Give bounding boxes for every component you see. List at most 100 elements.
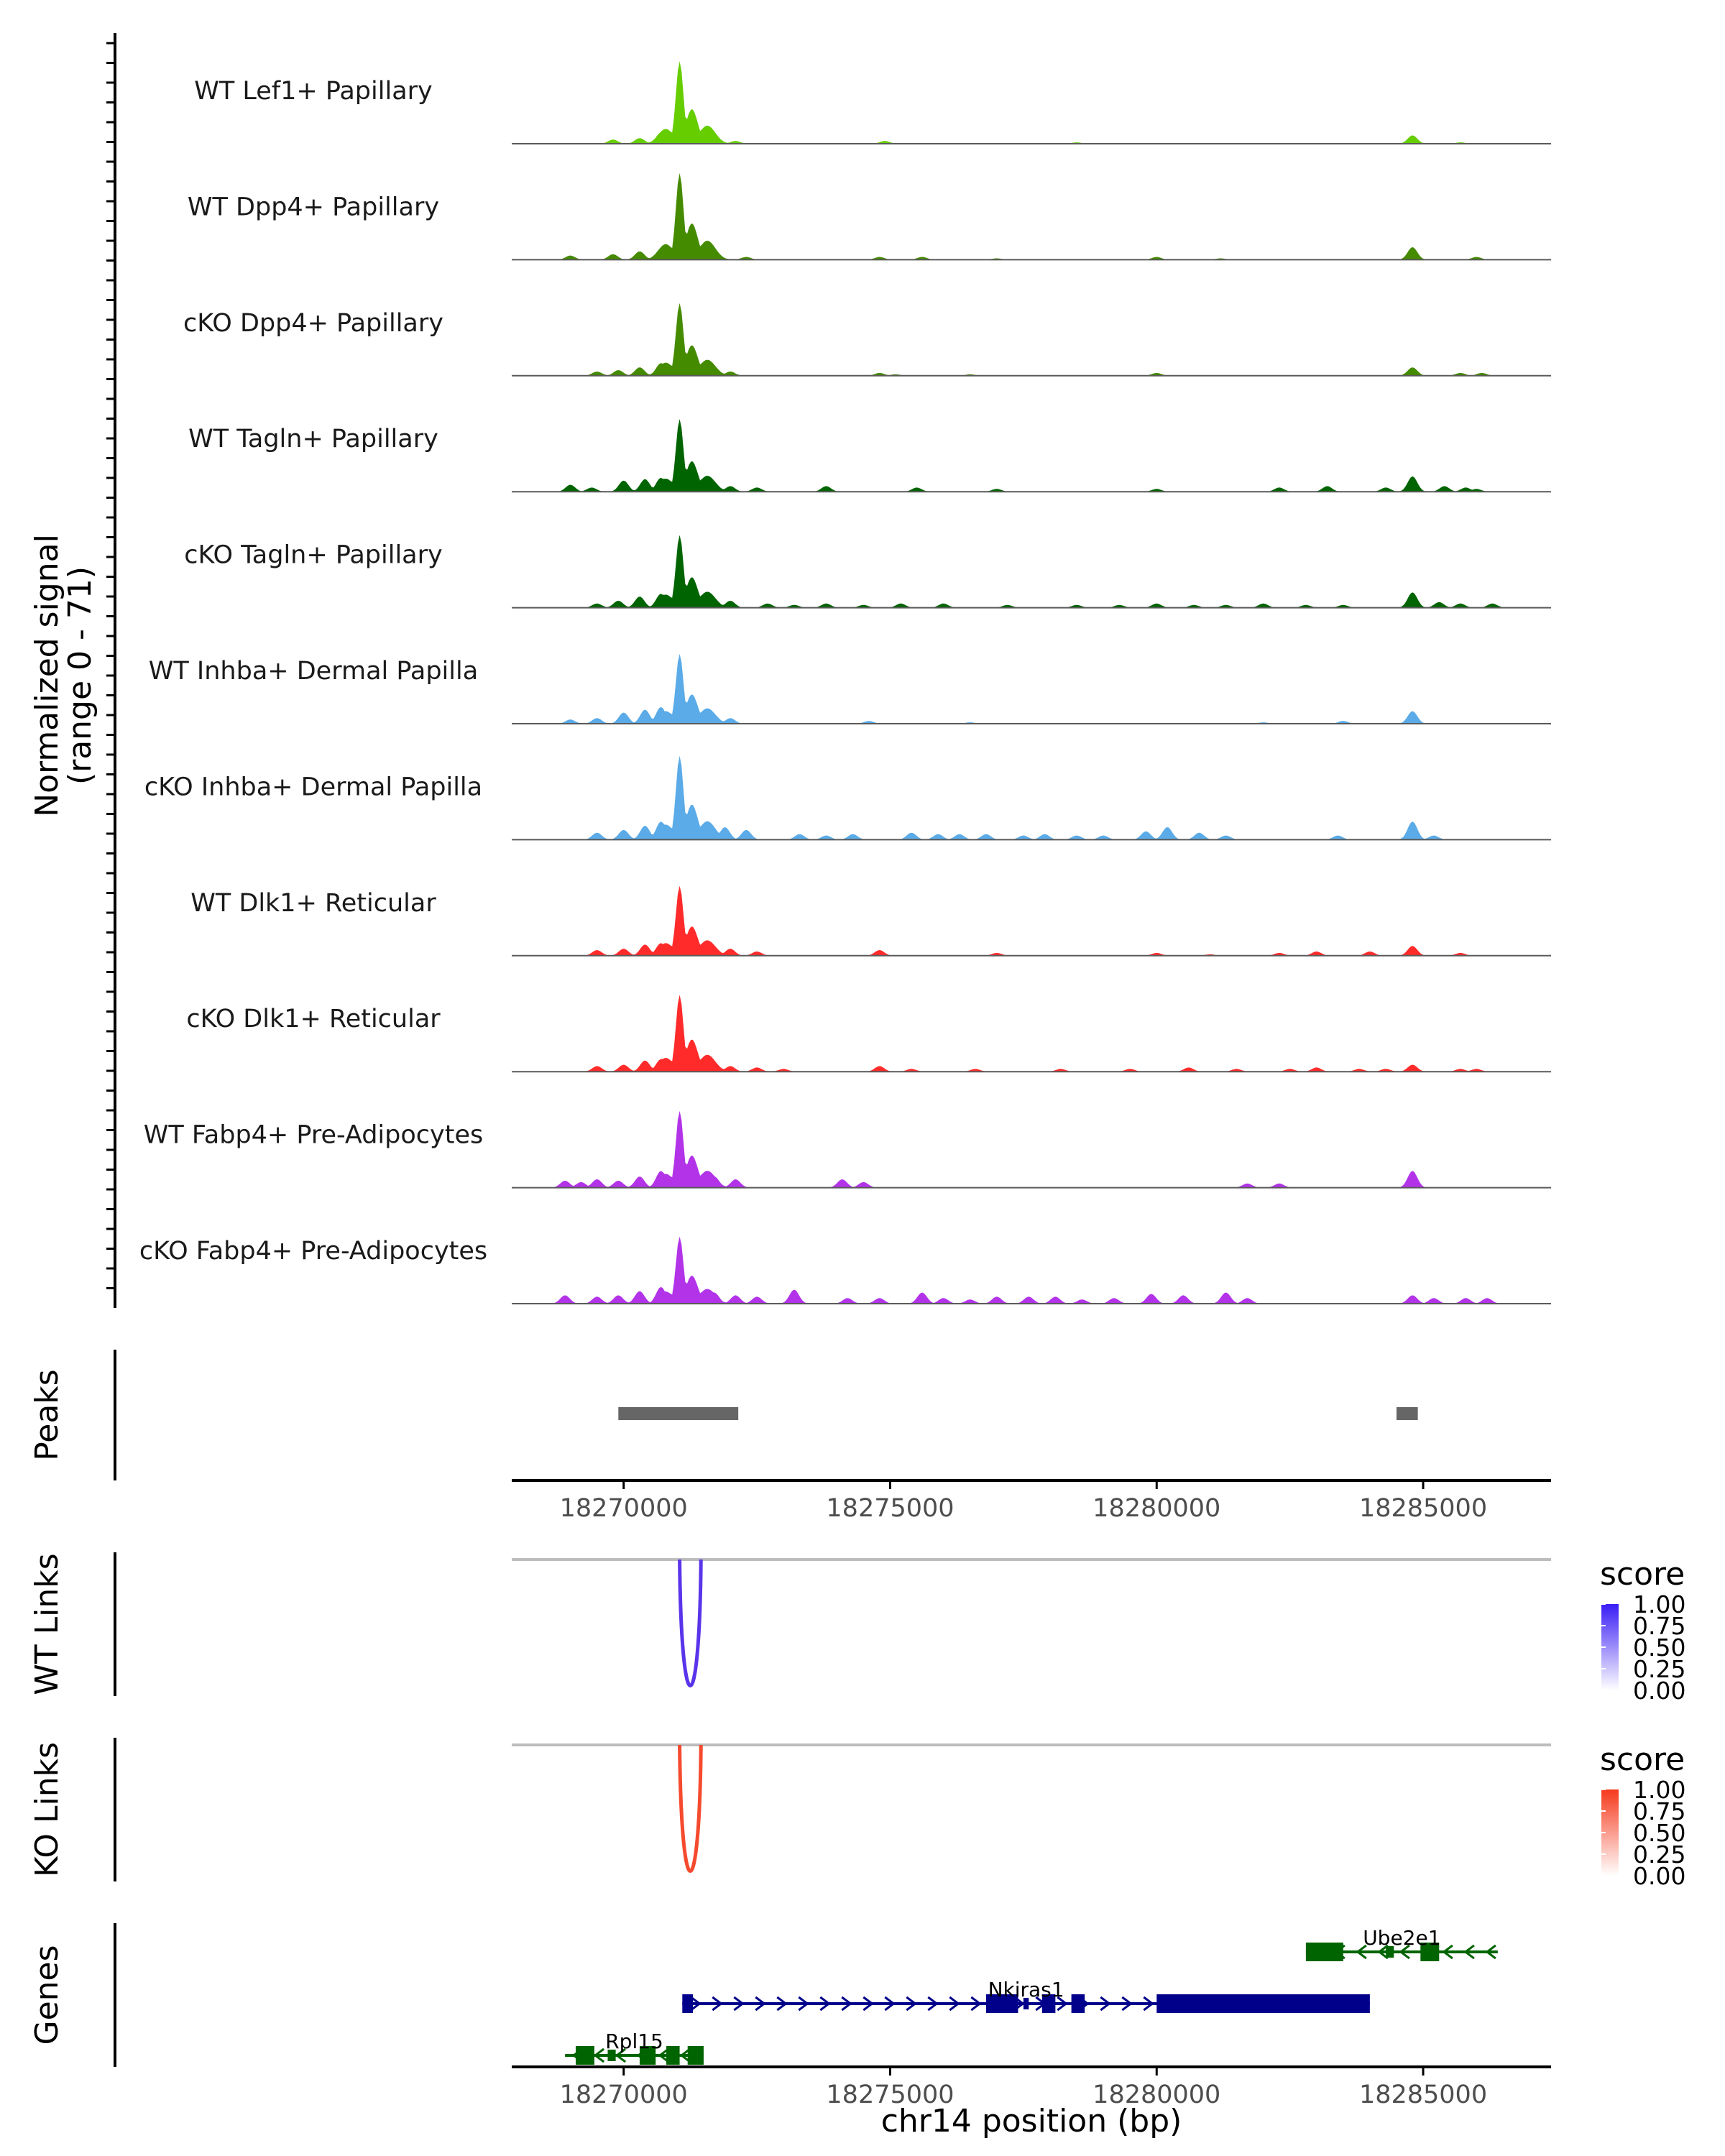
strand-arrow <box>679 2047 691 2063</box>
gene-exon <box>1305 1943 1343 1961</box>
strand-arrow <box>1057 1996 1068 2012</box>
track-cko-tagln-papillary: cKO Tagln+ Papillary <box>184 535 1551 609</box>
x-tick-label: 18270000 <box>560 1494 688 1523</box>
x-tick-label: 18275000 <box>826 1494 954 1523</box>
x-tick-label: 18285000 <box>1359 1494 1487 1523</box>
coverage-y-ticks <box>106 42 115 1289</box>
track-wt-lef1-papillary: WT Lef1+ Papillary <box>194 61 1551 144</box>
gene-models: Ube2e1 Nkiras1 Rpl15 <box>565 1926 1498 2065</box>
ko-links-panel: KO Links score 1.000.750.500.250.00 <box>29 1738 1685 1890</box>
x-tick-label: 18285000 <box>1359 2081 1487 2109</box>
legend-tick-label: 1.00 <box>1633 1776 1685 1804</box>
ko-links-legend: score 1.000.750.500.250.00 <box>1600 1741 1685 1890</box>
legend-tick-label: 0.00 <box>1633 1862 1685 1890</box>
legend-tick-label: 1.00 <box>1633 1590 1685 1618</box>
track-wt-inhba-dermal-papilla: WT Inhba+ Dermal Papilla <box>149 653 1551 724</box>
track-label: WT Tagln+ Papillary <box>188 425 438 453</box>
peak-region <box>618 1407 739 1420</box>
gene-label: Nkiras1 <box>988 1978 1064 2001</box>
strand-arrow <box>884 1996 896 2012</box>
track-signal-area <box>512 419 1551 492</box>
strand-arrow <box>733 1996 745 2012</box>
genes-panel: Genes Ube2e1 Nkiras1 Rpl15 18270000 1827500… <box>29 1923 1551 2139</box>
gene-label: Ube2e1 <box>1363 1926 1440 1950</box>
wt-links-legend: score 1.000.750.500.250.00 <box>1600 1556 1685 1705</box>
track-cko-fabp4-pre-adipocytes: cKO Fabp4+ Pre-Adipocytes <box>139 1236 1551 1304</box>
gene-exon <box>666 2046 680 2065</box>
track-label: WT Lef1+ Papillary <box>194 77 433 106</box>
coverage-tracks: WT Lef1+ Papillary WT Dpp4+ Papillary cKO … <box>139 61 1551 1304</box>
x-axis-title: chr14 position (bp) <box>881 2103 1182 2139</box>
gene-exon <box>639 2046 656 2065</box>
strand-arrow <box>712 1996 723 2012</box>
peak-regions <box>618 1407 1418 1420</box>
ko-legend-ticks: 1.000.750.500.250.00 <box>1601 1776 1685 1890</box>
track-wt-tagln-papillary: WT Tagln+ Papillary <box>188 419 1551 493</box>
track-signal-area <box>512 995 1551 1072</box>
track-signal-area <box>512 303 1551 376</box>
track-label: WT Fabp4+ Pre-Adipocytes <box>144 1121 483 1150</box>
ko-legend-title: score <box>1600 1741 1685 1778</box>
strand-arrow <box>970 1996 982 2012</box>
track-signal-area <box>512 1110 1551 1188</box>
gene-exon <box>1071 1994 1085 2013</box>
strand-arrow <box>593 2047 605 2063</box>
wt-legend-title: score <box>1600 1556 1685 1593</box>
track-wt-dlk1-reticular: WT Dlk1+ Reticular <box>190 885 1551 957</box>
legend-tick-label: 0.75 <box>1633 1612 1685 1640</box>
gene-exon <box>985 1994 1018 2013</box>
gene-exon <box>1041 1994 1056 2013</box>
track-label: cKO Dpp4+ Papillary <box>183 309 443 338</box>
track-label: cKO Fabp4+ Pre-Adipocytes <box>139 1237 487 1266</box>
track-cko-inhba-dermal-papilla: cKO Inhba+ Dermal Papilla <box>144 755 1551 841</box>
strand-arrow <box>819 1996 831 2012</box>
strand-arrow <box>862 1996 874 2012</box>
track-label: WT Inhba+ Dermal Papilla <box>149 657 478 686</box>
track-label: cKO Inhba+ Dermal Papilla <box>144 773 482 801</box>
strand-arrow <box>906 1996 917 2012</box>
strand-arrow <box>1442 1944 1453 1960</box>
strand-arrow <box>1143 1996 1154 2012</box>
track-signal-area <box>512 653 1551 724</box>
gene-exon <box>1420 1943 1440 1961</box>
strand-arrow <box>776 1996 788 2012</box>
strand-arrow <box>1100 1996 1111 2012</box>
strand-arrow <box>658 2047 670 2063</box>
gene-ube2e1: Ube2e1 <box>1305 1926 1498 1961</box>
peak-region <box>1396 1407 1418 1420</box>
coverage-panel: Normalized signal (range 0 - 71) WT Lef1… <box>29 33 1551 1308</box>
strand-arrow <box>841 1996 852 2012</box>
legend-tick-label: 0.00 <box>1633 1677 1685 1705</box>
track-signal-area <box>512 755 1551 840</box>
legend-tick-label: 0.50 <box>1633 1634 1685 1662</box>
x-tick-label: 18280000 <box>1092 2081 1220 2109</box>
strand-arrow <box>690 1996 702 2012</box>
legend-tick-label: 0.75 <box>1633 1797 1685 1825</box>
strand-arrow <box>1399 1944 1410 1960</box>
wt-links-y-axis-label: WT Links <box>29 1553 65 1695</box>
peaks-y-axis-label: Peaks <box>29 1369 65 1460</box>
track-label: cKO Tagln+ Papillary <box>184 541 443 570</box>
strand-arrow <box>1121 1996 1133 2012</box>
gene-label: Rpl15 <box>605 2030 663 2053</box>
gene-exon <box>682 1994 694 2013</box>
track-label: WT Dlk1+ Reticular <box>190 889 436 918</box>
genes-y-axis-label: Genes <box>29 1945 65 2045</box>
strand-arrow <box>1356 1944 1367 1960</box>
track-signal-area <box>512 1236 1551 1304</box>
legend-tick-label: 0.25 <box>1633 1841 1685 1869</box>
track-label: WT Dpp4+ Papillary <box>188 193 439 221</box>
track-signal-area <box>512 535 1551 608</box>
gene-exon <box>1386 1946 1394 1958</box>
coverage-y-axis-label: Normalized signal <box>29 534 65 817</box>
strand-arrow <box>949 1996 960 2012</box>
strand-arrow <box>615 2047 627 2063</box>
track-signal-area <box>512 885 1551 956</box>
gene-rpl15: Rpl15 <box>565 2030 704 2065</box>
strand-arrow <box>1377 1944 1389 1960</box>
track-wt-fabp4-pre-adipocytes: WT Fabp4+ Pre-Adipocytes <box>144 1110 1551 1189</box>
track-signal-area <box>512 172 1551 260</box>
strand-arrow <box>755 1996 766 2012</box>
strand-arrow <box>1463 1944 1475 1960</box>
wt-link-arc <box>678 1559 703 1687</box>
